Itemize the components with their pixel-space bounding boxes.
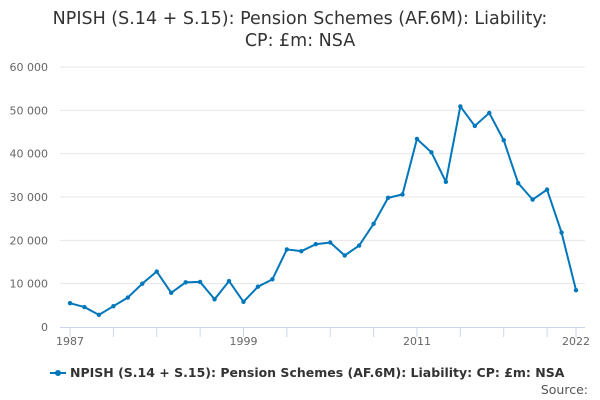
data-point: [183, 280, 188, 285]
y-tick-label: 60 000: [10, 61, 49, 74]
data-point: [515, 180, 521, 186]
data-point: [385, 195, 391, 201]
data-point: [573, 287, 579, 293]
chart-title: NPISH (S.14 + S.15): Pension Schemes (AF…: [0, 8, 600, 52]
y-tick-label: 40 000: [10, 148, 49, 161]
data-point: [67, 300, 73, 306]
data-point: [212, 297, 217, 302]
y-tick-label: 30 000: [10, 191, 49, 204]
data-point: [342, 253, 347, 258]
legend[interactable]: NPISH (S.14 + S.15): Pension Schemes (AF…: [50, 365, 564, 380]
x-tick-label: 1999: [229, 335, 257, 348]
data-point: [299, 248, 304, 254]
data-point: [154, 269, 159, 274]
legend-swatch: [50, 369, 66, 376]
data-point: [82, 304, 87, 310]
data-point: [458, 104, 463, 109]
data-point: [197, 279, 203, 285]
data-point: [371, 221, 376, 227]
data-point: [429, 150, 434, 155]
data-point: [328, 240, 333, 245]
chart-title-line1: NPISH (S.14 + S.15): Pension Schemes (AF…: [52, 9, 548, 29]
data-point: [270, 277, 275, 282]
legend-label: NPISH (S.14 + S.15): Pension Schemes (AF…: [70, 365, 565, 380]
data-point: [559, 230, 564, 235]
source-label: Source:: [540, 382, 588, 397]
data-point: [169, 290, 174, 295]
data-point: [140, 281, 145, 286]
data-point: [241, 299, 246, 305]
data-point: [400, 192, 405, 197]
data-point: [226, 278, 232, 284]
data-point: [125, 295, 131, 300]
data-point: [414, 136, 420, 142]
y-tick-label: 50 000: [10, 104, 49, 117]
data-point: [111, 304, 116, 309]
data-point: [472, 123, 477, 129]
data-point: [356, 243, 362, 248]
data-point: [530, 197, 535, 202]
data-point: [255, 284, 261, 289]
y-tick-label: 10 000: [10, 278, 49, 291]
y-tick-label: 20 000: [10, 234, 49, 247]
chart-title-line2: CP: £m: NSA: [244, 31, 356, 51]
data-point: [501, 138, 506, 143]
data-point: [96, 312, 102, 318]
x-tick-label: 2011: [403, 335, 431, 348]
series-line: [69, 105, 577, 316]
data-point: [544, 187, 550, 192]
x-tick-label: 2022: [562, 335, 590, 348]
x-tick-label: 1987: [56, 335, 84, 348]
data-point: [284, 247, 290, 252]
y-tick-label: 0: [41, 321, 48, 334]
data-point: [487, 110, 492, 116]
data-point: [443, 179, 449, 185]
data-point: [313, 242, 318, 247]
